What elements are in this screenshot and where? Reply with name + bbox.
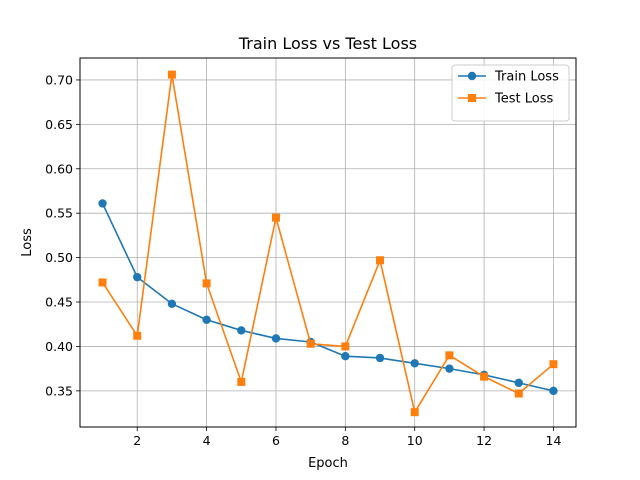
ticks: 2 4 6 8 10 12 14 0.35 0.40 0.45 0.50 0.55 0.60 0.65 0.… bbox=[45, 72, 561, 448]
series-layer bbox=[98, 70, 558, 417]
data-point-square bbox=[445, 351, 454, 360]
legend-marker-square bbox=[468, 94, 476, 102]
x-axis-title: Epoch bbox=[308, 456, 348, 471]
data-point-circle bbox=[133, 272, 142, 282]
y-tick-label: 0.45 bbox=[45, 295, 73, 310]
grid bbox=[80, 58, 576, 427]
series-test-loss bbox=[98, 70, 558, 417]
data-point-square bbox=[202, 279, 211, 288]
data-point-circle bbox=[445, 364, 454, 373]
x-tick-label: 10 bbox=[407, 433, 423, 448]
data-point-circle bbox=[341, 352, 350, 361]
data-point-square bbox=[341, 342, 350, 351]
legend-marker-circle bbox=[467, 71, 477, 81]
y-tick-label: 0.55 bbox=[45, 206, 73, 221]
data-point-circle bbox=[375, 353, 385, 363]
legend-label: Test Loss bbox=[494, 92, 553, 107]
data-point-square bbox=[480, 372, 489, 381]
data-point-square bbox=[549, 360, 558, 369]
legend-box bbox=[451, 64, 570, 122]
data-point-square bbox=[514, 389, 523, 398]
data-point-circle bbox=[549, 386, 558, 396]
x-tick-label: 8 bbox=[341, 433, 349, 448]
x-tick-label: 4 bbox=[203, 433, 211, 448]
data-point-circle bbox=[410, 359, 419, 368]
chart-title: Train Loss vs Test Loss bbox=[238, 34, 417, 53]
data-point-square bbox=[167, 70, 176, 79]
data-point-square bbox=[410, 408, 419, 417]
y-axis-title: Loss bbox=[20, 228, 35, 257]
x-tick-label: 2 bbox=[133, 433, 141, 448]
data-point-square bbox=[237, 377, 246, 386]
data-point-circle bbox=[237, 326, 246, 335]
data-point-circle bbox=[98, 199, 107, 208]
x-tick-label: 6 bbox=[272, 433, 280, 448]
y-tick-label: 0.65 bbox=[45, 117, 73, 132]
data-point-circle bbox=[514, 378, 523, 388]
data-point-circle bbox=[167, 299, 177, 308]
legend-label: Train Loss bbox=[494, 70, 559, 85]
legend-item: Train Loss bbox=[458, 70, 559, 85]
data-point-square bbox=[271, 213, 280, 222]
legend-item: Test Loss bbox=[458, 92, 553, 107]
x-tick-label: 14 bbox=[546, 433, 562, 448]
data-point-square bbox=[133, 331, 142, 340]
y-tick-label: 0.70 bbox=[45, 72, 73, 87]
x-tick-label: 12 bbox=[476, 433, 492, 448]
data-point-square bbox=[98, 278, 107, 287]
y-tick-label: 0.50 bbox=[45, 250, 73, 265]
data-point-circle bbox=[271, 334, 281, 343]
data-point-circle bbox=[202, 315, 211, 324]
y-tick-label: 0.35 bbox=[45, 383, 73, 398]
data-point-square bbox=[376, 256, 385, 265]
axes-frame bbox=[79, 57, 577, 428]
legend: Train Loss Test Loss bbox=[451, 64, 570, 122]
y-tick-label: 0.60 bbox=[45, 161, 73, 176]
data-point-square bbox=[306, 339, 315, 348]
series-line bbox=[101, 73, 554, 413]
y-tick-label: 0.40 bbox=[45, 339, 73, 354]
